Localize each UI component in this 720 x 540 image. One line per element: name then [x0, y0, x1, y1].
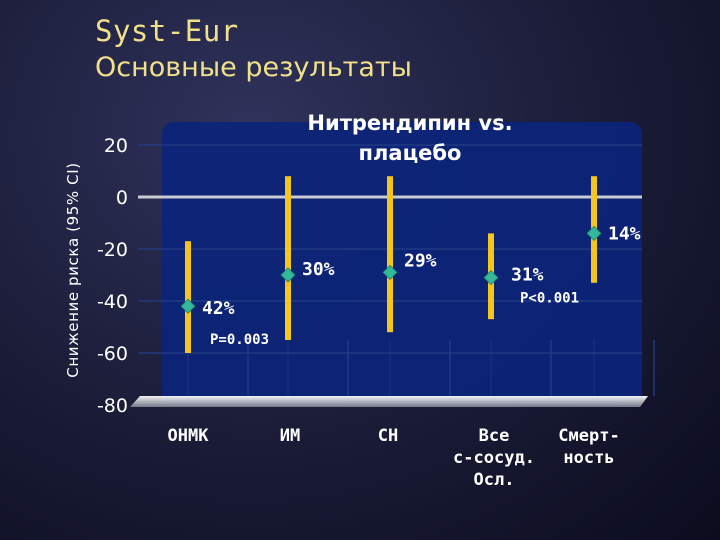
- value-label: 42%: [202, 298, 235, 319]
- chart-title: Нитрендипин vs.: [307, 111, 512, 135]
- category-label: ОНМК: [168, 426, 210, 446]
- chart-title: плацебо: [359, 141, 462, 165]
- point-marker: [180, 298, 196, 314]
- y-tick-label: 0: [116, 187, 128, 209]
- slide-subtitle: Основные результаты: [95, 52, 412, 83]
- plot-panel: [162, 122, 642, 405]
- category-label: с-сосуд.: [453, 448, 535, 468]
- point-marker: [586, 225, 602, 241]
- value-label: 30%: [302, 259, 335, 280]
- slide-title: Syst-Eur: [95, 14, 239, 48]
- category-label: Осл.: [474, 470, 515, 490]
- point-marker: [382, 264, 398, 280]
- point-marker: [280, 267, 296, 283]
- y-tick-label: -20: [97, 239, 128, 261]
- category-label: СН: [378, 426, 398, 446]
- category-label: ИМ: [280, 426, 300, 446]
- value-label: 31%: [511, 265, 544, 286]
- value-label: 29%: [404, 250, 437, 271]
- p-value-label: P<0.001: [520, 291, 579, 307]
- y-tick-label: -80: [97, 395, 128, 417]
- y-axis-title: Снижение риска (95% CI): [64, 162, 82, 377]
- y-tick-label: -60: [97, 343, 128, 365]
- p-value-label: P=0.003: [210, 332, 269, 348]
- ci-bar: [185, 241, 191, 353]
- value-label: 14%: [608, 223, 641, 244]
- plot-floor: [130, 396, 648, 407]
- category-label: ность: [563, 448, 614, 468]
- point-marker: [483, 270, 499, 286]
- category-label: Смерт-: [558, 426, 619, 446]
- y-tick-label: 20: [104, 135, 128, 157]
- ci-bar: [285, 176, 291, 340]
- category-label: Все: [479, 426, 510, 446]
- y-tick-label: -40: [97, 291, 128, 313]
- ci-bar: [387, 176, 393, 333]
